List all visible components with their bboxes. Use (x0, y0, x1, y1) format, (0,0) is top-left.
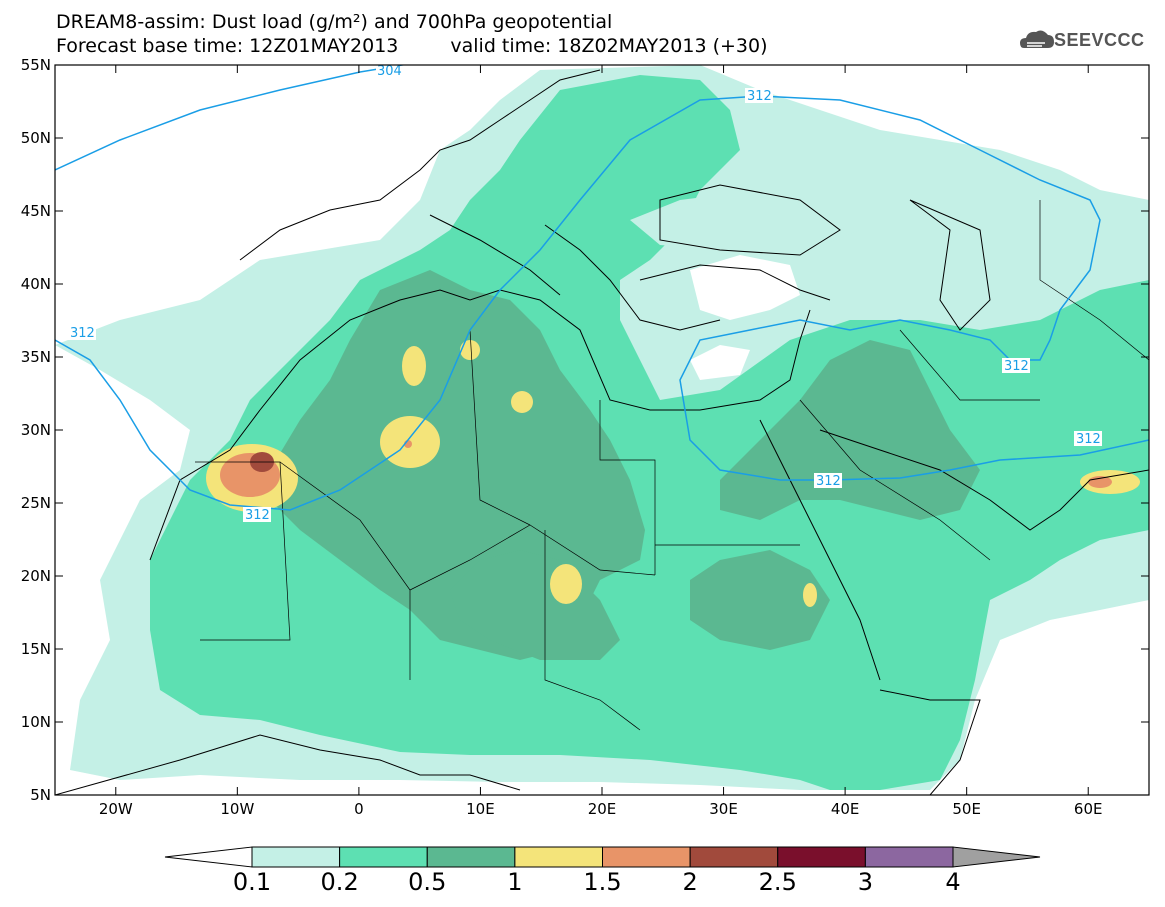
lat-tick-label: 55N (21, 56, 51, 74)
colorbar-level-label: 0.5 (408, 868, 447, 896)
lon-tick-label: 40E (831, 800, 860, 818)
dust-high-algeria-north (402, 346, 426, 386)
lat-tick-label: 50N (21, 129, 51, 147)
colorbar-level-label: 0.2 (320, 868, 359, 896)
country-borders (195, 200, 1149, 731)
colorbar-swatch (426, 846, 516, 868)
dust-region-medium (150, 75, 1149, 790)
colorbar-level-label: 3 (857, 868, 874, 896)
colorbar-swatch (251, 846, 341, 868)
dust-field (55, 65, 1149, 795)
dust-high-chad (550, 564, 582, 604)
contour-label: 304 (377, 64, 402, 79)
colorbar (164, 846, 1041, 868)
lon-tick-label: 30E (709, 800, 738, 818)
lat-tick-label: 25N (21, 494, 51, 512)
lat-tick-label: 10N (21, 713, 51, 731)
lon-tick-label: 20W (99, 800, 133, 818)
clean-area-black-sea (630, 190, 860, 250)
contour-label: 312 (1004, 359, 1029, 374)
dust-high-sudan (803, 583, 817, 607)
contour-312 (55, 95, 1149, 511)
colorbar-level-label: 0.1 (232, 868, 272, 896)
chart-subtitle: Forecast base time: 12Z01MAY2013 valid ti… (56, 36, 768, 56)
contour-labels: 304 312 312 312 312 312 312 (68, 64, 1102, 523)
lat-tick-label: 40N (21, 275, 51, 293)
colorbar-swatch (339, 846, 428, 868)
colorbar-swatch (689, 846, 779, 868)
colorbar-swatch (514, 846, 603, 868)
contour-label: 312 (747, 89, 772, 104)
colorbar-level-label: 1.5 (583, 868, 622, 896)
clean-area-cyprus (690, 345, 750, 380)
contour-label: 312 (1076, 432, 1101, 447)
base-time: Forecast base time: 12Z01MAY2013 (56, 35, 399, 57)
lon-tick-label: 60E (1074, 800, 1103, 818)
lat-tick-label: 15N (21, 640, 51, 658)
dust-high-tunisia (460, 340, 480, 360)
lat-tick-label: 20N (21, 567, 51, 585)
lat-tick-label: 5N (30, 786, 51, 804)
colorbar-swatch (602, 846, 691, 868)
lon-tick-label: 10W (220, 800, 254, 818)
longitude-ticks: 20W 10W 0 10E 20E 30E 40E 50E 60E (99, 65, 1103, 818)
lon-tick-label: 20E (588, 800, 617, 818)
colorbar-swatch (864, 846, 954, 868)
chart-title: DREAM8-assim: Dust load (g/m²) and 700hP… (56, 11, 613, 33)
lat-tick-label: 30N (21, 421, 51, 439)
logo-text: SEEVCCC (1054, 30, 1145, 50)
lon-tick-label: 10E (466, 800, 495, 818)
lat-tick-label: 35N (21, 348, 51, 366)
contour-304 (55, 65, 407, 171)
colorbar-level-label: 4 (945, 868, 961, 896)
dust-high-libya (511, 391, 533, 413)
cloud-icon (1020, 30, 1054, 48)
lat-tick-label: 45N (21, 202, 51, 220)
colorbar-over-arrow (952, 846, 1041, 868)
colorbar-level-label: 2.5 (758, 868, 797, 896)
lon-tick-label: 0 (354, 800, 364, 818)
valid-time: valid time: 18Z02MAY2013 (+30) (450, 35, 768, 57)
colorbar-swatch (777, 846, 866, 868)
geopotential-contours (55, 65, 1149, 511)
colorbar-under-arrow (164, 846, 253, 868)
lon-tick-label: 50E (952, 800, 981, 818)
latitude-ticks: 55N 50N 45N 40N 35N 30N 25N 20N 15N 10N 5N (21, 56, 1149, 804)
contour-label: 312 (70, 326, 95, 341)
colorbar-level-label: 1 (507, 868, 523, 896)
contour-label: 312 (816, 474, 841, 489)
dust-region-dark-sudan (690, 550, 830, 650)
colorbar-level-label: 2 (682, 868, 698, 896)
contour-label: 312 (245, 508, 270, 523)
clean-area-east-med (690, 255, 800, 320)
